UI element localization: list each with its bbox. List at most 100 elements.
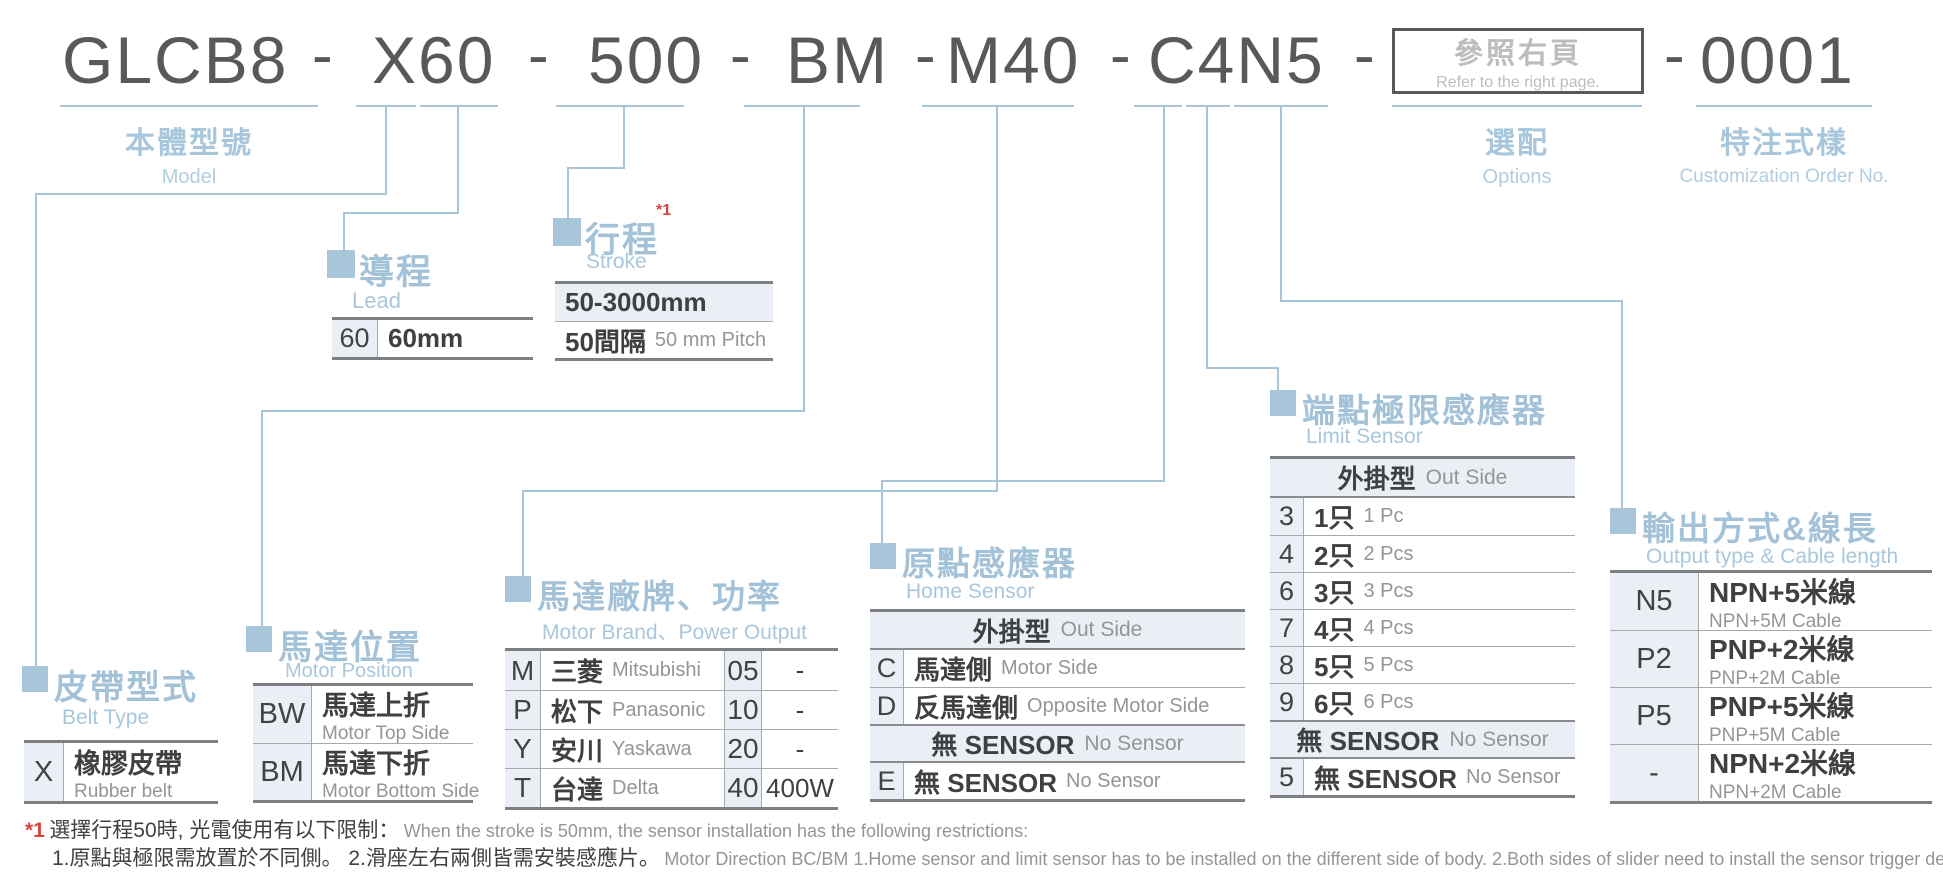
limit-en: 6 Pcs — [1363, 690, 1414, 713]
model-dash: - — [730, 21, 751, 90]
table-row: 50間隔 50 mm Pitch — [555, 321, 773, 358]
output-desc: PNP+2米線 PNP+2M Cable — [1699, 631, 1932, 689]
limit-desc: 5只 5 Pcs — [1304, 647, 1575, 683]
motor-position-title-zh: 馬達位置 — [278, 629, 422, 667]
underline-limit-sensor — [1186, 105, 1230, 107]
lead-title-zh: 導程 — [359, 253, 434, 292]
brand-power: 40 — [725, 769, 762, 807]
group-zh: 外掛型 — [972, 616, 1051, 647]
limit-en: 4 Pcs — [1363, 616, 1414, 639]
connector-motor-brand — [996, 106, 998, 490]
group-en: Out Side — [1425, 465, 1508, 489]
model-segment-motor-position: BM — [786, 23, 889, 97]
options-box-en: Refer to the right page. — [1436, 74, 1600, 91]
lead-title-en: Lead — [352, 288, 401, 313]
group-zh: 外掛型 — [1337, 464, 1416, 494]
home-en: Opposite Motor Side — [1027, 694, 1210, 717]
stroke-bullet — [553, 218, 581, 246]
label-options-zh: 選配 — [1485, 127, 1549, 160]
limit-zh: 3只 — [1314, 577, 1355, 608]
brand-name-cell: 台達 Delta — [541, 769, 725, 807]
model-dash: - — [1664, 21, 1685, 90]
model-segment-body: GLCB8 — [62, 23, 289, 97]
label-model-en: Model — [161, 166, 217, 188]
motor-position-zh: 馬達下折 — [322, 748, 430, 779]
connector-output — [1621, 300, 1623, 508]
brand-watt: 400W — [766, 772, 834, 803]
limit-sensor-group-header: 外掛型 Out Side — [1270, 459, 1575, 498]
label-customization-en: Customization Order No. — [1679, 166, 1889, 187]
table-row: C 馬達側 Motor Side — [870, 650, 1245, 687]
limit-en: No Sensor — [1466, 765, 1561, 788]
home-en: No Sensor — [1066, 769, 1161, 792]
table-row: E 無 SENSOR No Sensor — [870, 761, 1245, 799]
stroke-pitch-zh: 50間隔 — [565, 326, 646, 357]
stroke-table: 50-3000mm 50間隔 50 mm Pitch — [555, 281, 773, 361]
limit-en: 5 Pcs — [1363, 653, 1414, 676]
brand-code: T — [505, 769, 541, 807]
brand-zh: 台達 — [551, 774, 604, 805]
output-table: N5 NPN+5米線 NPN+5M Cable P2 PNP+2米線 PNP+2… — [1610, 570, 1932, 804]
limit-sensor-table: 外掛型 Out Side 3 1只 1 Pc 4 2只 2 Pcs 6 3只 3… — [1270, 456, 1575, 798]
motor-brand-title-en: Motor Brand、Power Output — [542, 621, 807, 644]
label-model-zh: 本體型號 — [125, 127, 253, 160]
limit-en: 3 Pcs — [1363, 579, 1414, 602]
output-zh: PNP+5米線 — [1709, 691, 1855, 722]
stroke-range: 50-3000mm — [565, 287, 707, 317]
motor-position-zh: 馬達上折 — [322, 691, 430, 721]
connector-stroke — [623, 106, 625, 167]
brand-en: Delta — [612, 776, 659, 799]
brand-name-cell: 安川 Yaskawa — [541, 730, 725, 768]
belt-type-bullet — [22, 666, 48, 692]
brand-watt: - — [795, 733, 805, 764]
output-title-en: Output type & Cable length — [1646, 545, 1899, 568]
limit-desc: 6只 6 Pcs — [1304, 684, 1575, 720]
table-row: 8 5只 5 Pcs — [1270, 646, 1575, 683]
model-dash: - — [915, 21, 936, 90]
brand-code: P — [505, 691, 541, 729]
lead-code: 60 — [332, 320, 378, 357]
home-desc: 無 SENSOR No Sensor — [904, 763, 1245, 799]
belt-code-cell: X — [24, 743, 64, 801]
limit-zh: 6只 — [1314, 688, 1355, 719]
home-zh: 馬達側 — [914, 655, 993, 685]
table-row: 4 2只 2 Pcs — [1270, 535, 1575, 572]
motor-brand-title-zh: 馬達廠牌、功率 — [537, 578, 782, 615]
home-desc: 馬達側 Motor Side — [904, 650, 1245, 687]
lead-value: 60mm — [388, 323, 464, 353]
connector-output — [1280, 106, 1282, 300]
underline-lead — [420, 105, 498, 107]
group-en: Out Side — [1060, 618, 1143, 641]
motor-brand-bullet — [505, 576, 531, 602]
brand-zh: 安川 — [551, 735, 604, 766]
output-code: N5 — [1610, 573, 1699, 630]
brand-en: Yaskawa — [612, 737, 692, 760]
motor-position-code: BW — [253, 686, 312, 743]
limit-sensor-title-en: Limit Sensor — [1306, 425, 1423, 448]
belt-type-table: X 橡膠皮帶 Rubber belt — [24, 740, 218, 804]
motor-position-table: BW 馬達上折 Motor Top Side BM 馬達下折 Motor Bot… — [253, 683, 479, 803]
output-zh: NPN+5米線 — [1709, 576, 1857, 608]
table-row: T 台達 Delta 40 400W — [505, 768, 838, 807]
brand-code: M — [505, 651, 541, 690]
limit-code: 5 — [1270, 759, 1304, 795]
motor-position-desc: 馬達上折 Motor Top Side — [312, 686, 473, 744]
footnote-line1-zh: 選擇行程50時, 光電使用有以下限制： — [49, 819, 400, 842]
footnote-line2-en: Motor Direction BC/BM 1.Home sensor and … — [664, 849, 1943, 869]
home-code: E — [870, 763, 904, 799]
motor-position-bullet — [246, 626, 272, 652]
brand-en: Mitsubishi — [612, 659, 701, 681]
footnote-ref: *1 — [25, 819, 45, 842]
none-en: No Sensor — [1449, 727, 1549, 751]
output-desc: PNP+5米線 PNP+5M Cable — [1699, 688, 1932, 746]
brand-zh: 松下 — [551, 696, 604, 727]
brand-name-cell: 松下 Panasonic — [541, 691, 725, 729]
none-zh: 無 SENSOR — [931, 730, 1075, 760]
connector-belt — [35, 193, 387, 195]
limit-sensor-none-band: 無 SENSOR No Sensor — [1270, 720, 1575, 757]
options-reference-box: 參照右頁 Refer to the right page. — [1392, 28, 1644, 94]
lead-bullet — [327, 250, 355, 278]
home-sensor-bullet — [870, 543, 896, 569]
label-customization-zh: 特注式樣 — [1720, 127, 1848, 160]
lead-value-cell: 60mm — [378, 320, 533, 357]
